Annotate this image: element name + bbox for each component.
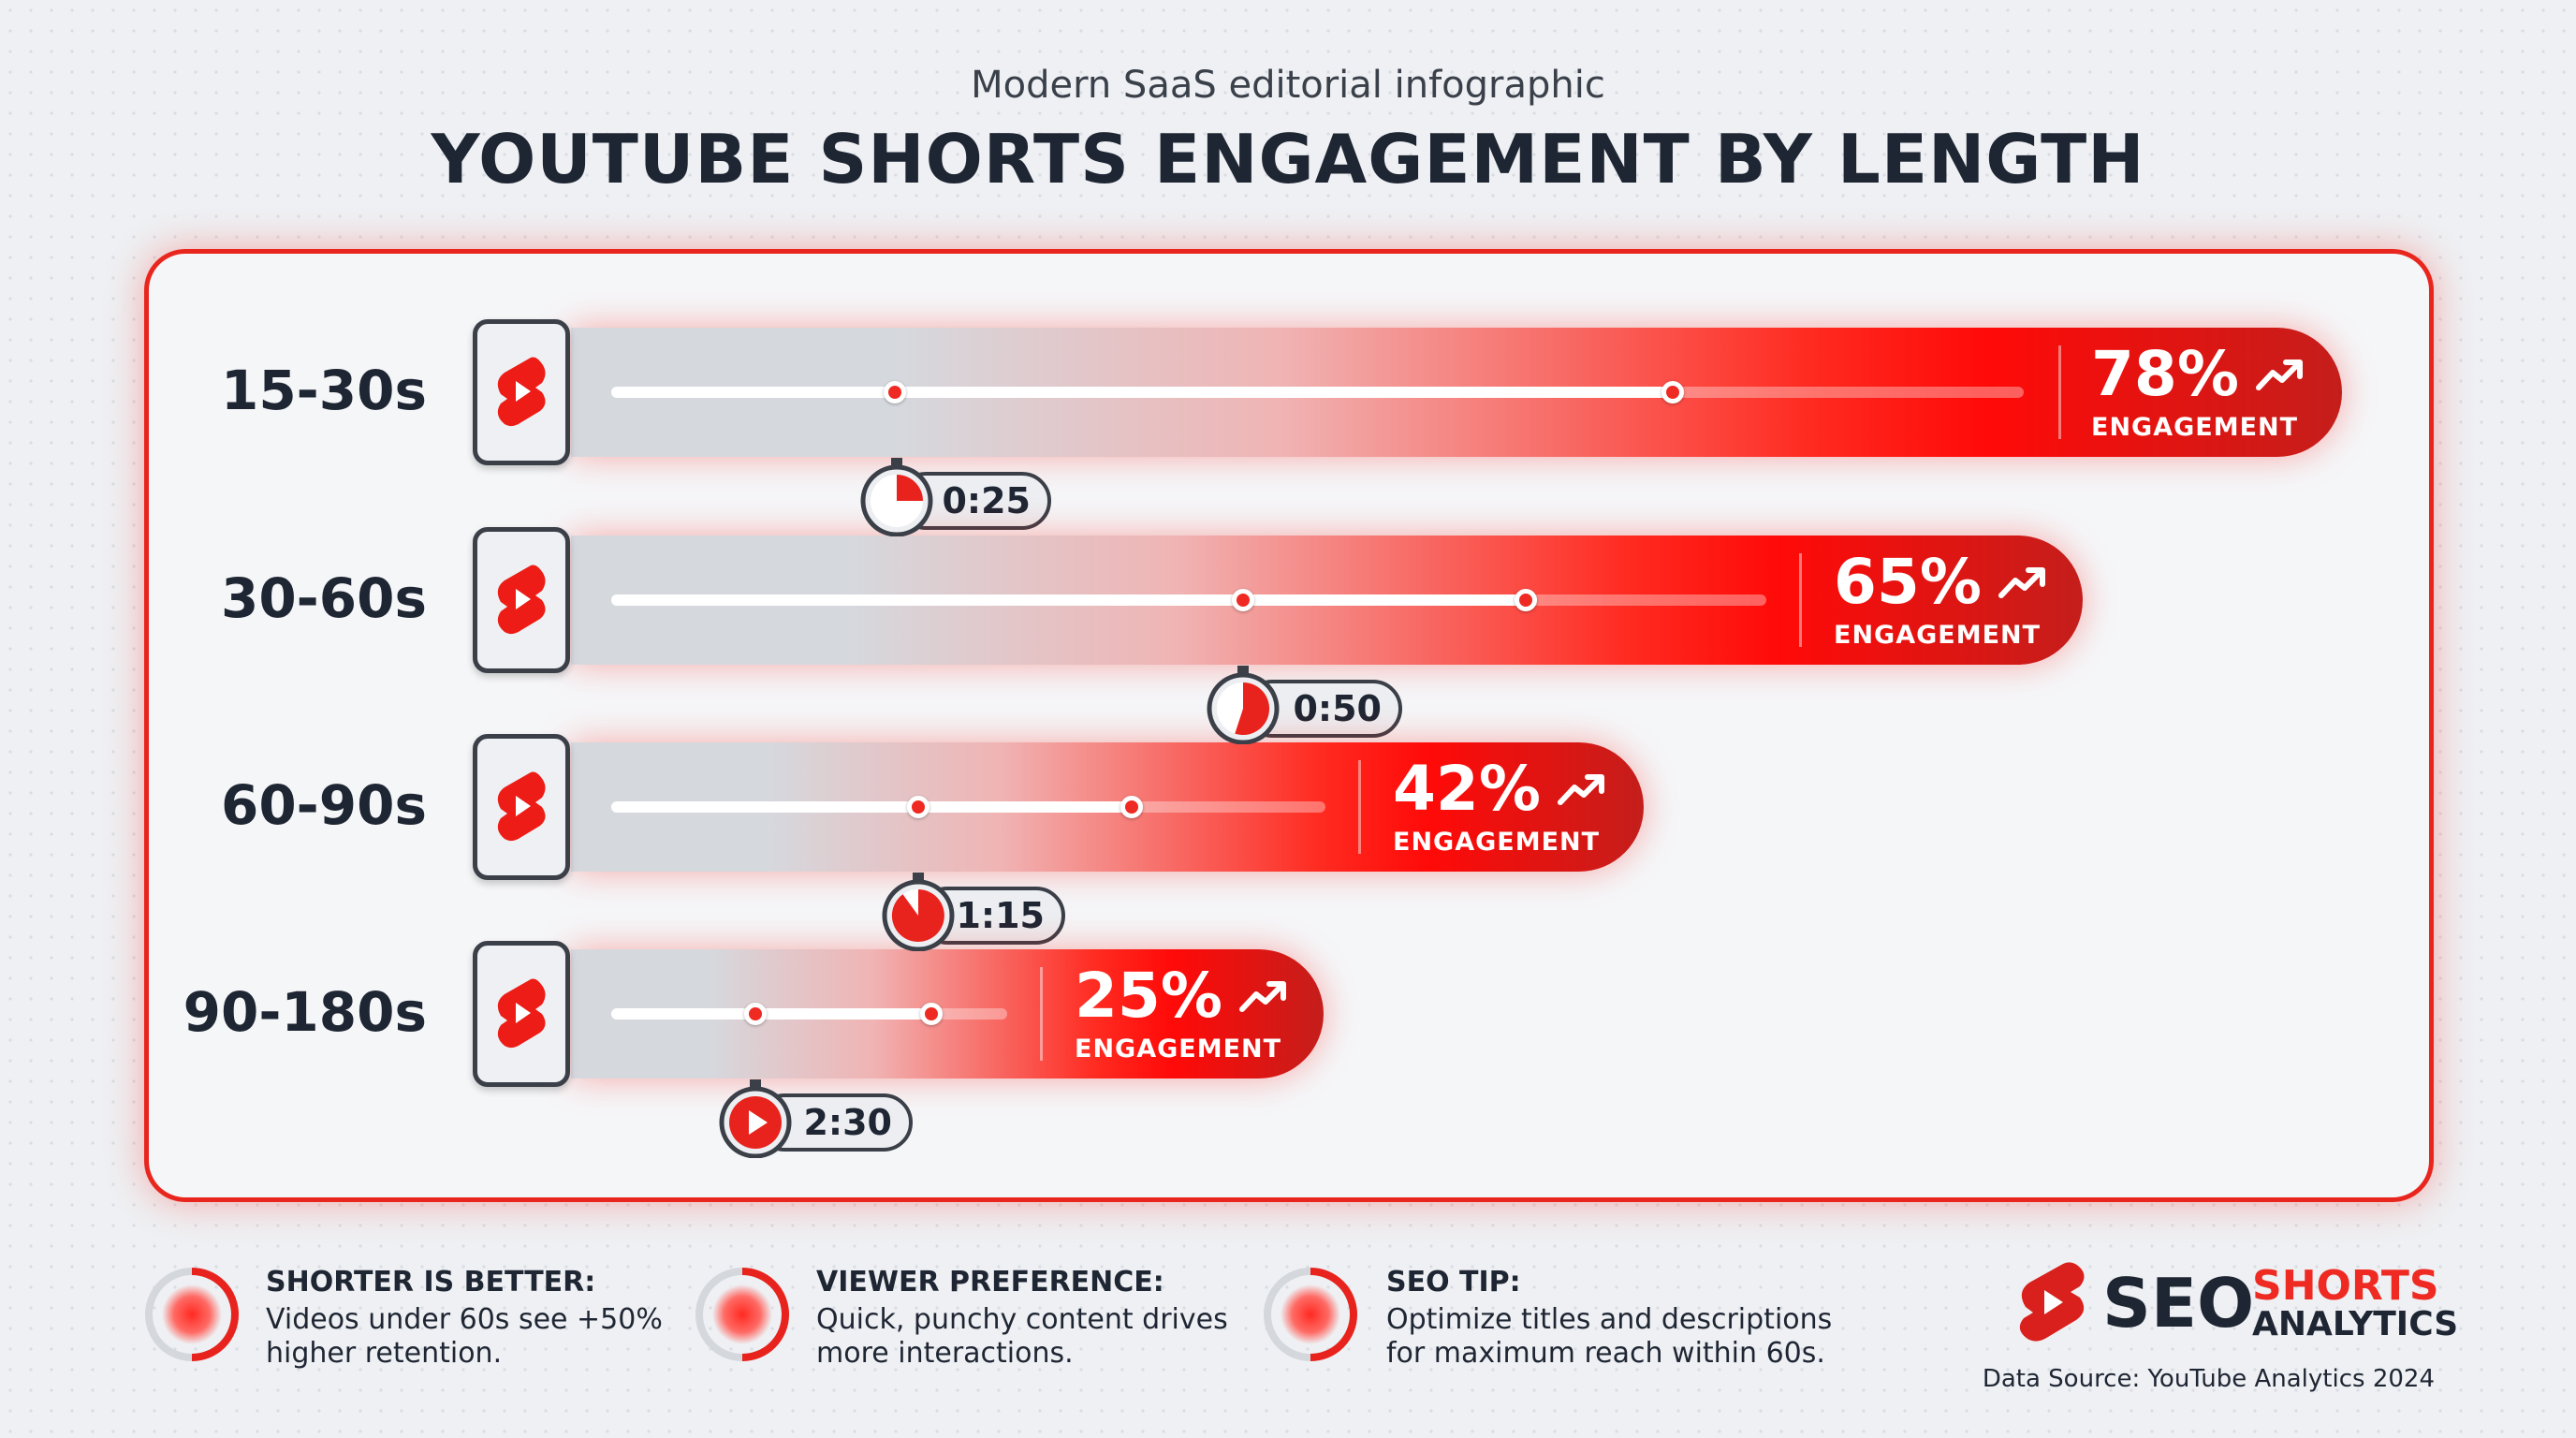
timeline-handle[interactable]: [920, 1003, 943, 1025]
timeline-fill: [611, 387, 1673, 398]
stopwatch: [879, 873, 958, 952]
value-divider: [1799, 553, 1802, 647]
stopwatch: [857, 458, 936, 537]
logo: [2014, 1260, 2089, 1348]
tip-text: Videos under 60s see +50%: [266, 1303, 663, 1336]
tip-text: higher retention.: [266, 1337, 503, 1370]
shorts-icon-box: [473, 941, 570, 1087]
timeline-fill: [611, 1008, 931, 1020]
stopwatch-icon: [1207, 666, 1280, 745]
stopwatch-icon: [719, 1079, 792, 1159]
value-text: 25%: [1075, 960, 1222, 1032]
tip-title: SHORTER IS BETTER:: [266, 1266, 596, 1299]
value-caption: ENGAGEMENT: [1834, 621, 2042, 650]
youtube-shorts-logo-icon: [2019, 1262, 2085, 1342]
value-label: 42%: [1393, 758, 1606, 820]
trend-up-icon: [2255, 360, 2303, 390]
category-label: 15-30s: [220, 359, 427, 422]
category-label: 60-90s: [220, 773, 427, 837]
shorts-icon-box: [473, 527, 570, 673]
timeline-handle[interactable]: [1515, 589, 1537, 611]
stopwatch: [1204, 666, 1282, 745]
trend-up-icon: [1557, 774, 1604, 805]
timeline-fill: [611, 801, 1132, 813]
timeline-fill: [611, 594, 1526, 606]
logo-seo: SEO: [2102, 1264, 2255, 1343]
value-caption: ENGAGEMENT: [1075, 1034, 1282, 1064]
tip-title: VIEWER PREFERENCE:: [816, 1266, 1164, 1299]
stopwatch: [716, 1079, 795, 1159]
timeline-marker[interactable]: [744, 1003, 767, 1025]
value-text: 42%: [1393, 753, 1541, 825]
stopwatch-icon: [882, 873, 955, 952]
tip-icon: [142, 1265, 242, 1364]
value-text: 65%: [1834, 546, 1982, 618]
data-source: Data Source: YouTube Analytics 2024: [1982, 1365, 2435, 1393]
youtube-shorts-icon: [497, 565, 546, 635]
timeline-marker[interactable]: [1232, 589, 1254, 611]
timeline-handle[interactable]: [1661, 381, 1684, 404]
stopwatch-icon: [860, 458, 933, 537]
tip-text: Optimize titles and descriptions: [1386, 1303, 1833, 1336]
shorts-icon-box: [473, 319, 570, 465]
value-label: 25%: [1075, 965, 1288, 1027]
trend-up-icon: [1998, 567, 2045, 598]
trend-up-icon: [1238, 981, 1286, 1012]
value-caption: ENGAGEMENT: [2091, 413, 2299, 442]
logo-analytics: ANALYTICS: [2252, 1305, 2459, 1343]
value-label: 78%: [2091, 344, 2305, 405]
tip-icon: [693, 1265, 792, 1364]
value-divider: [1358, 760, 1361, 854]
timeline-marker[interactable]: [907, 796, 929, 818]
page-title: YOUTUBE SHORTS ENGAGEMENT BY LENGTH: [431, 120, 2145, 198]
tip-text: Quick, punchy content drives: [816, 1303, 1228, 1336]
shorts-icon-box: [473, 734, 570, 880]
tip-text: for maximum reach within 60s.: [1386, 1337, 1825, 1370]
logo-shorts: SHORTS: [2252, 1262, 2439, 1310]
value-label: 65%: [1834, 551, 2047, 613]
tip-title: SEO TIP:: [1386, 1266, 1521, 1299]
subtitle: Modern SaaS editorial infographic: [971, 64, 1605, 107]
value-divider: [2058, 345, 2061, 439]
tip-text: more interactions.: [816, 1337, 1074, 1370]
progress-ring-icon: [145, 1268, 239, 1361]
category-label: 90-180s: [183, 980, 427, 1044]
timeline-marker[interactable]: [884, 381, 906, 404]
youtube-shorts-icon: [497, 978, 546, 1049]
tip-icon: [1261, 1265, 1360, 1364]
progress-ring-icon: [1264, 1268, 1357, 1361]
value-divider: [1040, 967, 1043, 1061]
category-label: 30-60s: [220, 566, 427, 630]
youtube-shorts-icon: [497, 771, 546, 842]
value-text: 78%: [2091, 338, 2239, 410]
youtube-shorts-icon: [497, 357, 546, 427]
timeline-handle[interactable]: [1120, 796, 1143, 818]
progress-ring-icon: [695, 1268, 789, 1361]
value-caption: ENGAGEMENT: [1393, 828, 1601, 857]
